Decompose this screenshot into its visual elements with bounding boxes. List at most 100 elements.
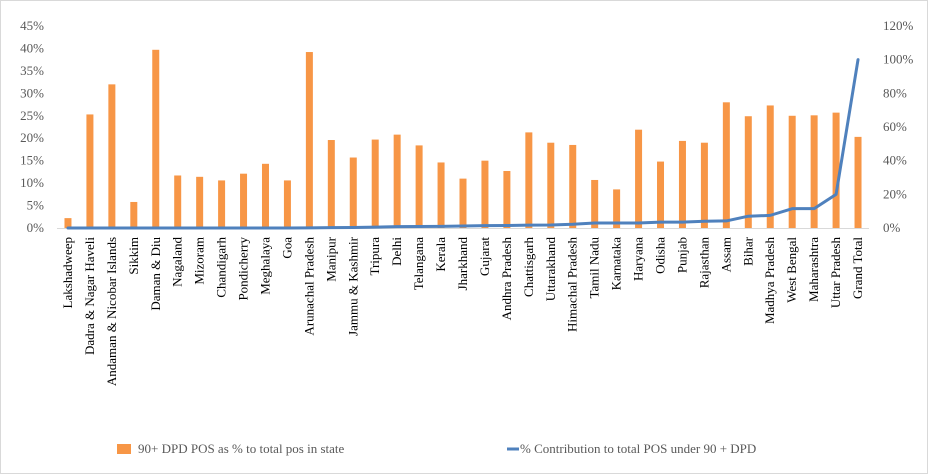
category-label: Andaman & Nicobar Islands <box>104 237 119 386</box>
legend-bar-swatch <box>117 444 131 454</box>
category-label: Telangana <box>411 237 426 290</box>
y-left-tick-label: 45% <box>20 18 44 33</box>
category-label: Bihar <box>740 236 755 266</box>
y-right-tick-label: 40% <box>883 153 907 168</box>
category-label: Goa <box>279 237 294 259</box>
category-label: Chattisgarh <box>521 237 536 297</box>
y-right-tick-label: 0% <box>883 220 901 235</box>
bar <box>481 160 489 228</box>
category-label: Tamil Nadu <box>587 237 602 299</box>
category-label: Gujarat <box>477 237 492 276</box>
category-label: Tripura <box>367 237 382 276</box>
y-left-tick-label: 0% <box>27 220 45 235</box>
bar <box>415 145 423 228</box>
category-label: Dadra & Nagar Haveli <box>82 237 97 355</box>
y-left-tick-label: 40% <box>20 40 44 55</box>
bar <box>854 136 862 228</box>
category-label: Grand Total <box>850 237 865 299</box>
category-label: Sikkim <box>126 237 141 275</box>
bar <box>196 176 204 228</box>
y-left-tick-label: 20% <box>20 130 44 145</box>
bar <box>569 144 577 228</box>
y-right-tick-label: 80% <box>883 85 907 100</box>
y-left-axis: 0% 5% 10% 15% 20% 25% 30% 35% 40% 45% <box>20 18 44 235</box>
bar <box>64 218 72 228</box>
bar <box>788 115 796 228</box>
y-left-tick-label: 10% <box>20 175 44 190</box>
category-label: Delhi <box>389 237 404 266</box>
bar <box>657 161 665 228</box>
y-left-tick-label: 5% <box>27 198 45 213</box>
bar <box>283 180 291 228</box>
line-series <box>66 58 860 230</box>
category-label: Andhra Pradesh <box>499 237 514 321</box>
bar <box>547 142 555 228</box>
bar <box>459 178 467 228</box>
category-label: Maharashtra <box>806 237 821 302</box>
x-axis-category-labels: Lakshadweep Dadra & Nagar Haveli Andaman &… <box>60 236 865 386</box>
bar <box>503 170 511 228</box>
y-left-tick-label: 30% <box>20 85 44 100</box>
bar <box>174 175 182 228</box>
category-label: Assam <box>718 237 733 272</box>
bar <box>591 179 599 228</box>
bar <box>393 134 401 228</box>
category-label: Kerala <box>433 237 448 272</box>
category-label: Karnataka <box>609 237 624 291</box>
category-label: Himachal Pradesh <box>565 237 580 332</box>
bar <box>810 115 818 228</box>
bar <box>240 173 248 228</box>
bar <box>722 102 730 228</box>
category-label: Chandigarh <box>214 237 229 298</box>
bar <box>525 132 533 228</box>
bar <box>108 84 116 228</box>
bar <box>86 114 94 228</box>
y-left-tick-label: 15% <box>20 153 44 168</box>
category-label: Uttar Pradesh <box>828 237 843 309</box>
bar <box>371 139 379 228</box>
category-label: Manipur <box>323 236 338 281</box>
bar <box>744 116 752 228</box>
legend: 90+ DPD POS as % to total pos in state %… <box>117 441 756 456</box>
bar <box>218 180 226 228</box>
bar <box>305 52 313 229</box>
category-label: Arunachal Pradesh <box>301 237 316 336</box>
y-right-tick-label: 100% <box>883 52 914 67</box>
y-right-axis: 0% 20% 40% 60% 80% 100% 120% <box>883 18 914 235</box>
category-label: Rajasthan <box>696 237 711 289</box>
y-left-tick-label: 25% <box>20 108 44 123</box>
category-label: Mizoram <box>192 237 207 285</box>
bar <box>613 189 621 228</box>
bar <box>678 140 686 228</box>
category-label: Madhya Pradesh <box>762 237 777 325</box>
y-left-tick-label: 35% <box>20 63 44 78</box>
y-right-tick-label: 120% <box>883 18 914 33</box>
category-label: Punjab <box>674 237 689 273</box>
category-label: Jharkhand <box>455 237 470 291</box>
bar <box>130 201 138 228</box>
y-right-tick-label: 60% <box>883 119 907 134</box>
category-label: Jammu & Kashmir <box>345 236 360 336</box>
bar <box>832 112 840 228</box>
category-label: Daman & Diu <box>148 237 163 311</box>
category-label: Odisha <box>653 237 668 274</box>
bar <box>152 49 160 229</box>
category-label: West Bengal <box>784 237 799 303</box>
bar <box>349 157 357 228</box>
bar <box>766 105 774 228</box>
bar <box>261 163 269 228</box>
bar-series <box>64 49 862 229</box>
legend-bar-label: 90+ DPD POS as % to total pos in state <box>138 441 345 456</box>
category-label: Haryana <box>631 237 646 281</box>
bar <box>437 162 445 228</box>
category-label: Uttarakhand <box>543 237 558 302</box>
legend-line-label: % Contribution to total POS under 90 + D… <box>520 441 756 456</box>
bar <box>700 142 708 228</box>
bar <box>327 140 335 228</box>
bar <box>635 129 643 228</box>
category-label: Nagaland <box>170 237 185 287</box>
category-label: Pondicherry <box>236 237 251 301</box>
category-label: Meghalaya <box>257 237 272 295</box>
